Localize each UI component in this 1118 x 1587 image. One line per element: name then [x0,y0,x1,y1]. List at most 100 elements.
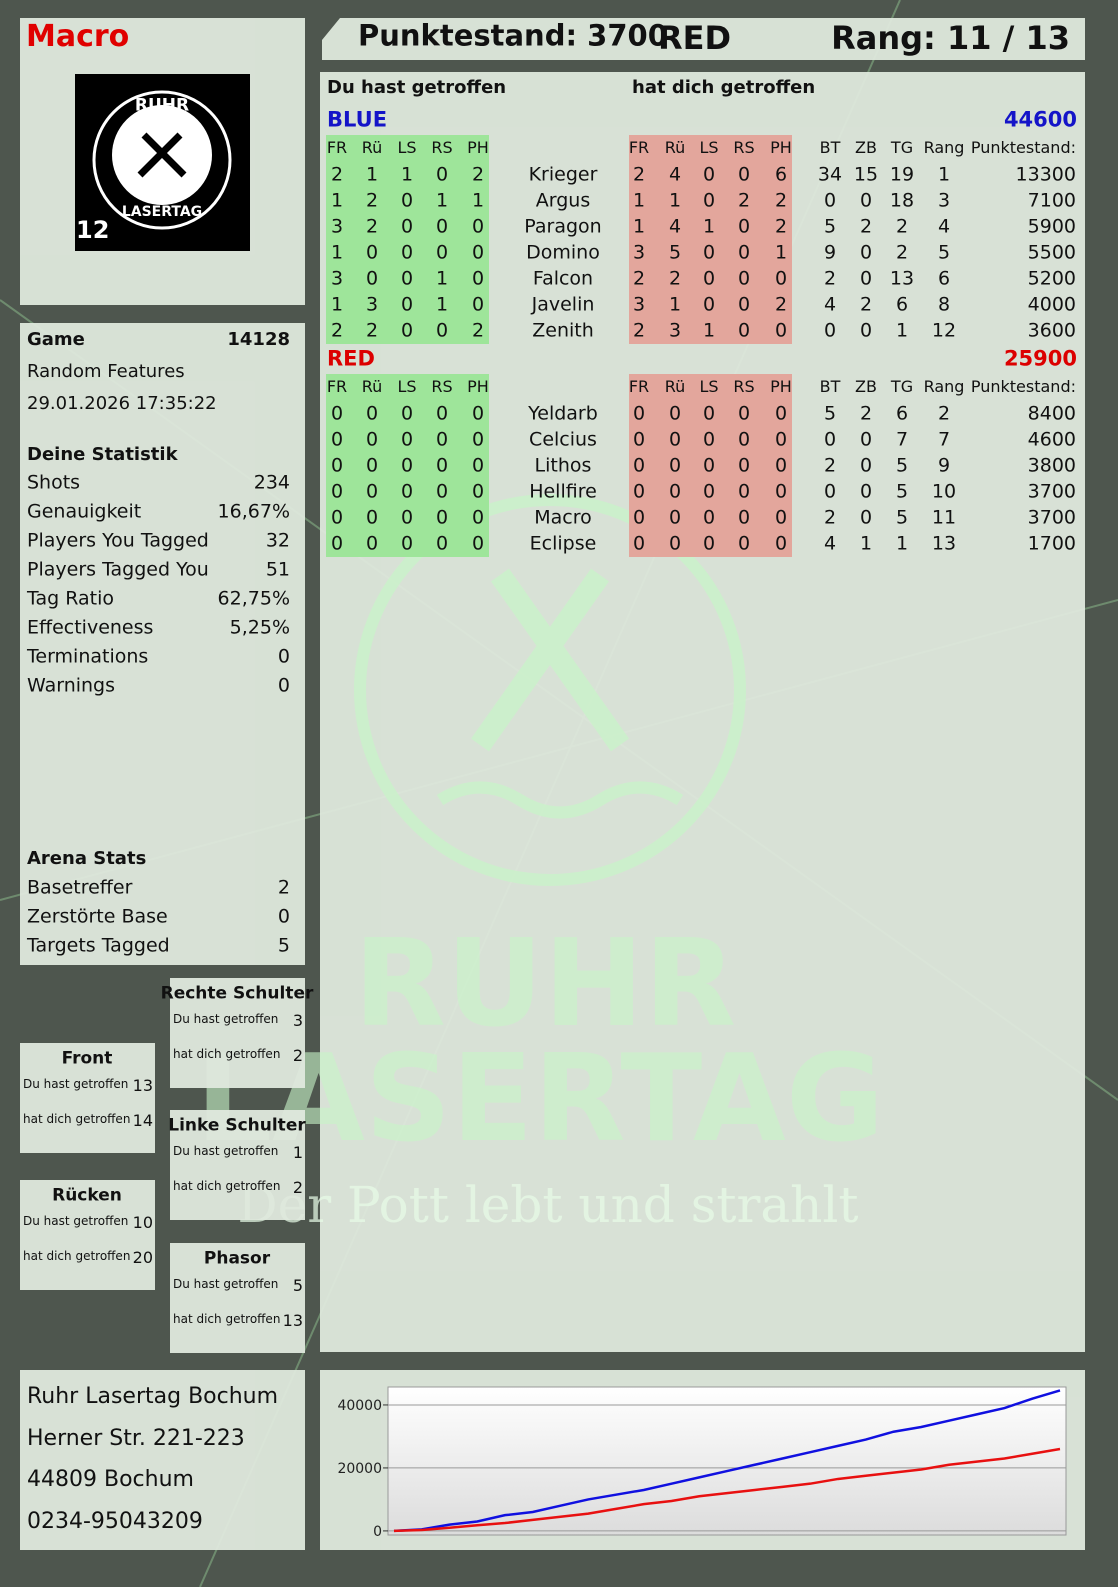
cell: 2 [737,189,751,212]
cell: 0 [471,480,485,503]
player-name-cell: Javelin [531,293,595,316]
zone-title: Phasor [203,1248,271,1269]
game-mode: Random Features [27,361,185,382]
stat-label: Terminations [27,645,149,668]
cell: 1 [435,293,449,316]
cell: 0 [702,480,716,503]
cell: 0 [702,293,716,316]
cell: 13 [889,267,915,290]
cell: 0 [471,428,485,451]
cell: 1 [774,241,788,264]
cell: 0 [471,293,485,316]
cell: 2 [668,267,682,290]
cell: 12 [931,319,957,342]
cell: 3 [330,215,344,238]
cell: 0 [668,402,682,425]
column-header: FR [628,138,650,157]
cell: 0 [737,293,751,316]
zone-box [170,1243,305,1353]
cell: 0 [823,480,837,503]
player-name-cell: Falcon [532,267,594,290]
stat-value: 5 [277,934,290,957]
cell: 0 [400,293,414,316]
cell: 2 [823,454,837,477]
cell: 9 [823,241,837,264]
cell: 1 [632,189,646,212]
chart: 0 20000 40000 [337,1386,1067,1540]
cell: 2 [632,319,646,342]
cell: 0 [365,402,379,425]
hit-background [326,135,489,344]
player-name-cell: Hellfire [529,480,597,503]
plot-area [387,1386,1067,1536]
cell: 6 [895,402,909,425]
cell: 0 [774,428,788,451]
cell: 1 [702,319,716,342]
cell: 5 [895,480,909,503]
cell: 2 [859,293,873,316]
logo-number: 12 [76,216,110,244]
address-line: Herner Str. 221-223 [27,1425,245,1451]
table-caption: hat dich getroffen [632,77,816,98]
table-caption: Du hast getroffen [327,77,507,98]
y-tick-label: 0 [373,1524,382,1540]
cell: 1 [365,163,379,186]
cell: 0 [737,267,751,290]
cell: 1 [435,189,449,212]
cell: 2 [365,319,379,342]
cell: 1 [859,532,873,555]
column-header: ZB [855,377,877,396]
cell: 5 [823,402,837,425]
zone-box [20,1043,155,1153]
cell: 1 [330,293,344,316]
column-header: TG [890,377,914,396]
cell: 0 [400,319,414,342]
cell: 0 [859,428,873,451]
cell: 3700 [1027,480,1076,503]
cell: 2 [471,163,485,186]
player-name-cell: Lithos [534,454,592,477]
cell: 0 [471,454,485,477]
cell: 0 [737,163,751,186]
cell: 0 [632,428,646,451]
cell: 0 [774,267,788,290]
cell: 0 [702,428,716,451]
cell: 3 [937,189,951,212]
cell: 0 [400,402,414,425]
cell: 0 [435,506,449,529]
logo-text: RUHR [134,95,190,116]
cell: 0 [400,532,414,555]
cell: 0 [737,506,751,529]
watermark: RUHR [353,915,737,1054]
cell: 0 [365,241,379,264]
cell: 8 [937,293,951,316]
team-name: RED [327,346,375,371]
cell: 0 [632,480,646,503]
cell: 5 [668,241,682,264]
cell: 0 [632,454,646,477]
stat-value: 32 [265,529,290,552]
got-hit-background [629,135,792,344]
column-header: ZB [855,138,877,157]
cell: 3600 [1027,319,1076,342]
column-header: FR [326,138,348,157]
cell: 4 [823,532,837,555]
team-score: 25900 [1003,346,1077,371]
column-header: FR [326,377,348,396]
cell: 0 [400,480,414,503]
cell: 0 [859,189,873,212]
cell: 0 [471,402,485,425]
zone-value: 2 [292,1178,303,1197]
cell: 2 [471,319,485,342]
player-name-cell: Domino [526,241,600,264]
column-header: TG [890,138,914,157]
column-header: Punktestand: [970,138,1076,157]
player-name-cell: Macro [534,506,592,529]
zone-label: hat dich getroffen [173,1179,281,1193]
player-name-cell: Argus [535,189,591,212]
stat-value: 2 [277,876,290,899]
cell: 1 [330,241,344,264]
column-header: LS [699,138,719,157]
